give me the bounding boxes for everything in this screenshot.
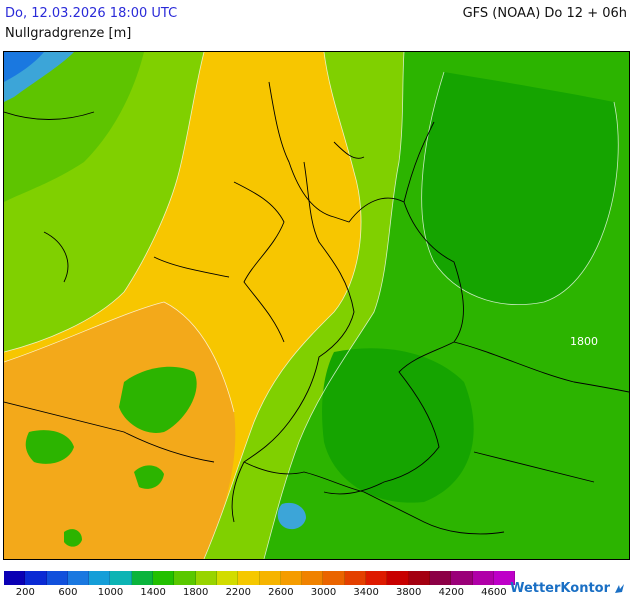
region-west-pocket2	[25, 430, 74, 464]
region-alps-blue	[277, 502, 306, 530]
legend-tick-label: 4200	[438, 587, 465, 598]
legend-color-scale	[4, 571, 516, 585]
legend-swatch	[67, 571, 90, 585]
legend-swatch	[153, 571, 175, 585]
legend-tick-label: 4600	[481, 587, 507, 598]
legend-swatch	[89, 571, 111, 585]
legend-swatch	[451, 571, 473, 585]
legend-tick-label: 3400	[353, 587, 379, 598]
forecast-datetime: Do, 12.03.2026 18:00 UTC	[5, 6, 178, 21]
legend-swatch	[408, 571, 430, 585]
legend-swatch	[280, 571, 303, 585]
legend-swatch	[46, 571, 68, 585]
legend-tick-label: 2600	[268, 587, 294, 598]
legend-tick-label: 600	[58, 587, 78, 598]
region-northeast-darkgreen	[421, 72, 619, 305]
border-coast-north	[4, 81, 435, 283]
region-blue-core	[4, 52, 44, 82]
logo-text: WetterKontor	[510, 581, 610, 596]
legend-swatch	[429, 571, 452, 585]
legend-tick-label: 1800	[182, 587, 209, 598]
border-germany-east	[323, 201, 464, 495]
legend-tick-label: 1400	[140, 587, 166, 598]
legend-swatch	[110, 571, 132, 585]
contour-line-5	[4, 301, 235, 413]
region-central-darkgreen	[322, 348, 474, 503]
legend-tick-label: 1000	[97, 587, 124, 598]
legend-tick-label: 3000	[310, 587, 337, 598]
contour-line-1	[4, 52, 205, 353]
legend-tick-label: 200	[15, 587, 35, 598]
legend-swatch	[259, 571, 281, 585]
freezing-level-map: 1800	[3, 51, 630, 560]
legend-swatch	[25, 571, 47, 585]
model-run-label: GFS (NOAA) Do 12 + 06h	[462, 6, 627, 21]
legend-swatch	[131, 571, 154, 585]
region-northwest-green2	[4, 52, 144, 202]
wetterkontor-logo-icon	[615, 583, 624, 593]
border-alps	[243, 461, 505, 535]
contour-line-3	[263, 52, 405, 559]
border-france-south	[4, 401, 215, 463]
legend-swatch	[472, 571, 494, 585]
legend-tick-labels: 200 600 1000 1400 1800 2200 2600 3000 3400 3800 42…	[4, 587, 516, 600]
border-benelux	[153, 181, 285, 343]
parameter-title: Nullgradgrenze [m]	[5, 26, 132, 41]
legend-swatch	[344, 571, 367, 585]
legend-swatch	[195, 571, 217, 585]
contour-line-2	[203, 52, 362, 559]
contour-label-1800: 1800	[570, 335, 598, 348]
wetterkontor-logo[interactable]: WetterKontor	[510, 581, 627, 596]
legend-swatch	[174, 571, 196, 585]
legend-swatch	[323, 571, 345, 585]
legend-swatch	[493, 571, 516, 585]
border-eastern	[453, 341, 629, 483]
legend-swatch	[216, 571, 239, 585]
legend-tick-label: 2200	[225, 587, 252, 598]
region-west-pocket3	[134, 465, 164, 489]
legend-swatch	[238, 571, 260, 585]
legend-swatch	[4, 571, 26, 585]
contour-line-4	[421, 71, 619, 305]
legend-swatch	[387, 571, 409, 585]
legend-swatch	[366, 571, 388, 585]
legend-tick-label: 3800	[395, 587, 422, 598]
region-west-pocket1	[119, 366, 197, 433]
region-west-pocket4	[64, 529, 82, 547]
legend-swatch	[302, 571, 324, 585]
